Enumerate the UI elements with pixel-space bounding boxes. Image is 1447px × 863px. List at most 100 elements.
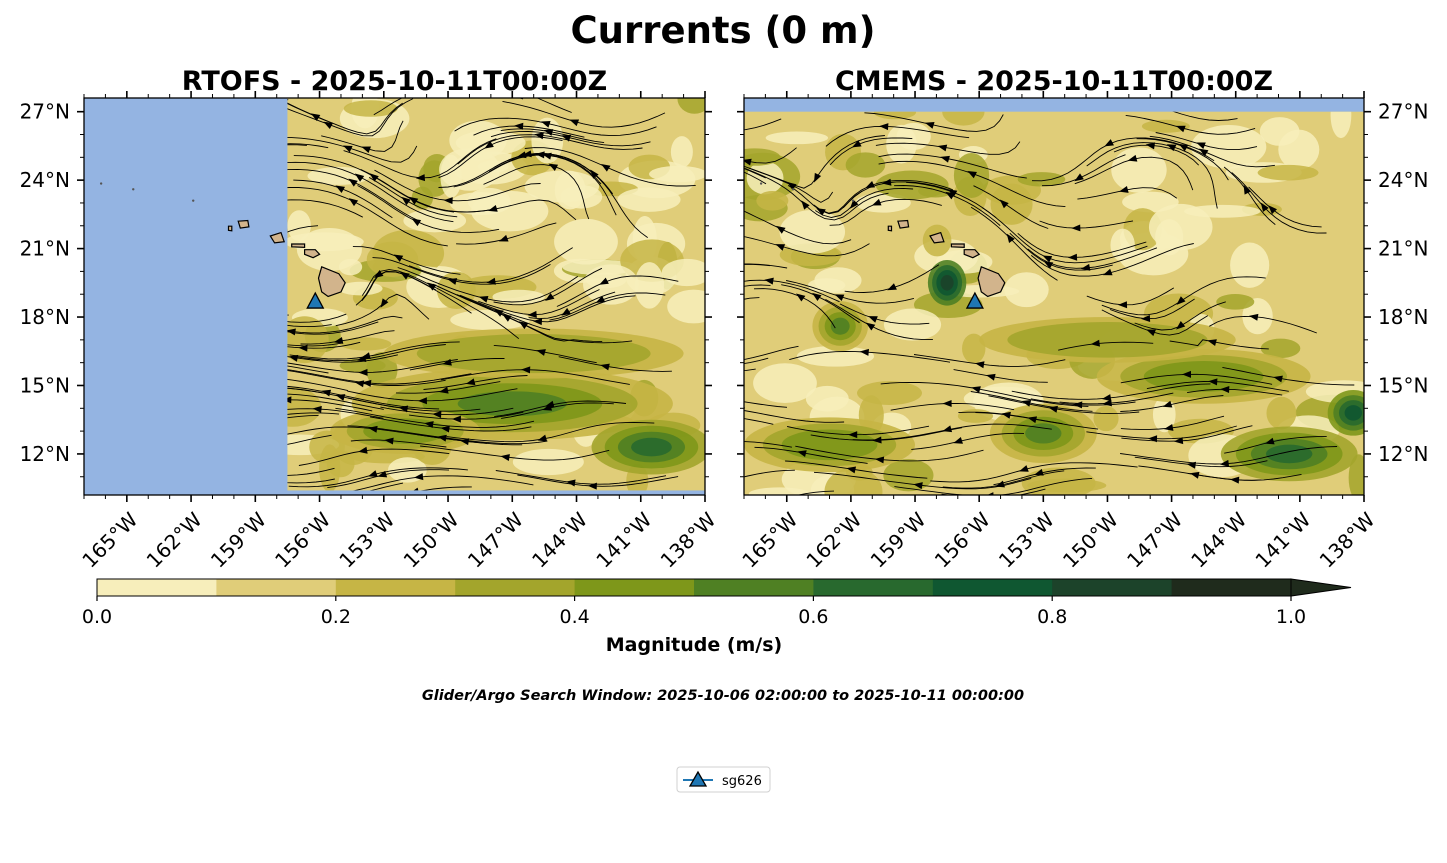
- small-island: [851, 199, 855, 202]
- streamline-arrow: [1248, 313, 1259, 321]
- y-tick-label: 27°N: [1378, 100, 1428, 124]
- oahu-island: [929, 231, 945, 244]
- streamline: [536, 98, 572, 113]
- streamline-arrow: [1230, 476, 1240, 484]
- streamline: [1027, 247, 1158, 269]
- streamline: [287, 342, 342, 347]
- magnitude-patch: [1259, 117, 1300, 146]
- streamline: [287, 408, 384, 419]
- streamline: [473, 125, 585, 138]
- streamline: [494, 400, 627, 418]
- streamline-arrow: [1265, 437, 1275, 445]
- streamline-arrow: [775, 244, 786, 251]
- streamline: [796, 490, 835, 495]
- streamline: [495, 470, 667, 485]
- streamline-arrow: [1068, 253, 1078, 261]
- streamline: [287, 143, 329, 149]
- magnitude-patch: [1257, 164, 1319, 181]
- x-tick-label: 162°W: [142, 507, 207, 572]
- streamline-arrow: [1104, 139, 1114, 147]
- y-tick-label: 18°N: [1378, 305, 1428, 329]
- streamline: [459, 294, 636, 323]
- streamline: [287, 354, 398, 363]
- streamline-arrow: [764, 277, 774, 285]
- search-window-note: Glider/Argo Search Window: 2025-10-06 02…: [422, 688, 1024, 704]
- streamline: [300, 330, 395, 345]
- magnitude-patch: [617, 187, 681, 212]
- streamline-arrow: [369, 173, 379, 182]
- hawaii-island: [977, 265, 1006, 298]
- streamline: [287, 359, 458, 373]
- kauai-island: [237, 219, 250, 229]
- streamline-arrow: [532, 318, 543, 326]
- magnitude-patch: [753, 363, 817, 404]
- streamline-arrow: [1118, 301, 1128, 309]
- streamline-arrow: [874, 456, 885, 464]
- streamline-arrow: [846, 466, 857, 474]
- streamline-arrow: [1219, 459, 1230, 467]
- streamline-arrow: [879, 123, 889, 131]
- streamline-arrow: [342, 145, 353, 153]
- figure-title: Currents (0 m): [570, 9, 875, 52]
- magnitude-patch: [744, 148, 781, 166]
- streamline: [370, 416, 532, 432]
- cmems-panel: CMEMS - 2025-10-11T00:00Z 165°W 162°W 159°W…: [715, 66, 1428, 573]
- magnitude-patch: [765, 131, 829, 145]
- streamlines: [287, 98, 696, 491]
- magnitude-patch: [1027, 478, 1107, 493]
- magnitude-patch: [450, 309, 530, 331]
- streamline: [1017, 232, 1147, 258]
- maui-island: [963, 249, 981, 259]
- streamline-arrow: [500, 454, 510, 461]
- kauai-island: [897, 219, 910, 229]
- x-tick-label: 144°W: [527, 507, 592, 572]
- streamline: [440, 369, 630, 385]
- magnitude-patch: [990, 183, 1033, 225]
- streamline: [1172, 111, 1238, 121]
- streamline-arrow: [924, 122, 935, 129]
- y-tick-label: 12°N: [20, 442, 70, 466]
- streamline: [1121, 425, 1253, 442]
- streamline: [287, 313, 347, 323]
- streamline-arrow: [715, 262, 725, 271]
- x-tick-label: 147°W: [463, 507, 528, 572]
- streamline: [852, 423, 1052, 441]
- streamline: [1077, 187, 1178, 200]
- streamline: [420, 445, 610, 461]
- streamline-arrow: [561, 307, 571, 316]
- streamline: [1134, 301, 1226, 331]
- streamline-arrow: [1006, 233, 1015, 243]
- molokai-island: [950, 243, 965, 249]
- small-island: [132, 188, 135, 191]
- streamline-arrow: [427, 282, 437, 291]
- streamline: [293, 155, 455, 213]
- colorbar-segment: [97, 579, 217, 596]
- x-tick-label: 165°W: [77, 507, 142, 572]
- colorbar-segment: [216, 579, 337, 596]
- streamline-arrow: [801, 200, 810, 210]
- streamline-arrow: [362, 379, 372, 387]
- streamline-arrow: [1080, 263, 1091, 271]
- streamline: [1223, 166, 1276, 225]
- streamline: [456, 222, 557, 245]
- streamline: [973, 185, 1049, 229]
- streamline: [287, 168, 420, 222]
- magnitude-patch: [531, 117, 564, 164]
- streamline-arrow: [872, 436, 882, 444]
- streamline-arrow: [514, 122, 524, 130]
- colorbar-segment: [1171, 579, 1292, 596]
- streamline-arrow: [1186, 461, 1197, 469]
- streamline-arrow: [1102, 268, 1113, 276]
- streamline: [744, 441, 792, 448]
- streamline-arrow: [358, 446, 368, 454]
- streamline: [549, 292, 666, 321]
- streamline: [347, 388, 518, 402]
- streamline: [287, 321, 379, 335]
- x-tick-label: 141°W: [1250, 507, 1315, 572]
- streamline: [298, 448, 450, 466]
- strong-current-region: [1007, 322, 1208, 358]
- streamline: [864, 112, 1004, 132]
- streamline: [744, 118, 782, 131]
- x-tick-label: 150°W: [1058, 507, 1123, 572]
- magnitude-patch: [411, 186, 434, 210]
